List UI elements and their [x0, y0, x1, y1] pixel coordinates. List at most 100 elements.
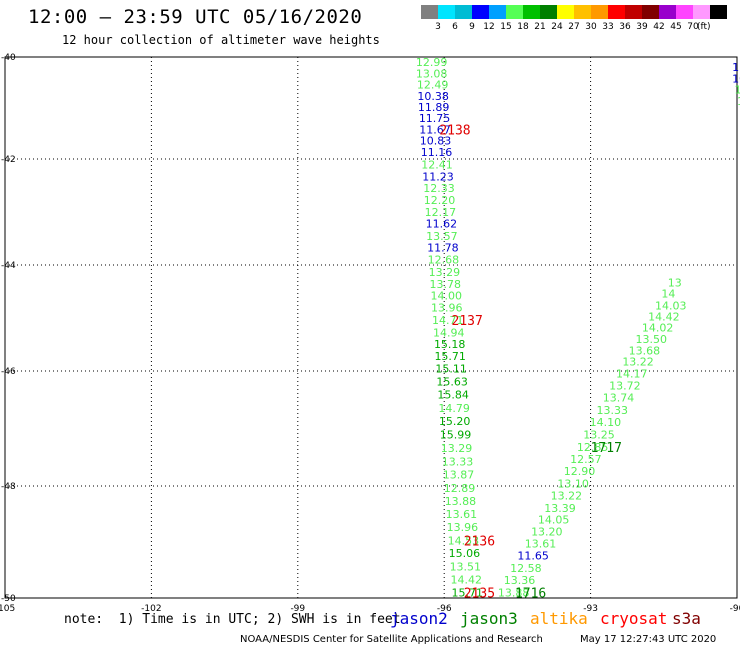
wave-height-label: 13.22 — [551, 490, 583, 503]
colorbar-swatch — [659, 5, 676, 19]
colorbar-tick-label: 36 — [619, 22, 631, 32]
satellite-legend-cryosat: cryosat — [600, 609, 668, 628]
pass-time-label: 2135 — [464, 586, 495, 601]
wave-height-label: 13.68 — [629, 344, 661, 357]
colorbar-swatch — [506, 5, 523, 19]
colorbar-tick-label: 70 — [687, 22, 699, 32]
x-tick-label: -96 — [437, 604, 452, 614]
wave-height-label: 13.22 — [622, 355, 654, 368]
wave-height-label: 15.71 — [452, 586, 484, 599]
wave-height-label: 12 — [737, 95, 740, 108]
wave-height-label: 11.75 — [419, 112, 451, 125]
wave-height-label: 13.33 — [596, 404, 628, 417]
footer-note: note: 1) Time is in UTC; 2) SWH is in fe… — [64, 612, 401, 627]
satellite-legend-jason3: jason3 — [460, 609, 518, 628]
colorbar-swatch — [710, 5, 727, 19]
page-title: 12:00 – 23:59 UTC 05/16/2020 — [28, 6, 363, 28]
wave-height-label: 14.42 — [451, 574, 483, 587]
wave-height-label: 15.18 — [434, 338, 466, 351]
y-tick-label: -40 — [1, 53, 16, 63]
colorbar-tick-label: 45 — [670, 22, 682, 32]
colorbar-swatch — [608, 5, 625, 19]
colorbar-tick-label: 24 — [551, 22, 563, 32]
wave-height-label: 11.2 — [732, 61, 740, 74]
wave-height-label: 13.10 — [557, 478, 589, 491]
wave-height-label: 12.99 — [416, 56, 448, 69]
wave-height-label: 15.06 — [449, 547, 481, 560]
wave-height-label: 11.89 — [418, 101, 450, 114]
colorbar-swatch — [455, 5, 472, 19]
wave-height-label: 15.11 — [435, 362, 467, 375]
wave-height-label: 14.10 — [590, 416, 622, 429]
colorbar-swatch — [540, 5, 557, 19]
wave-height-label: 12.58 — [510, 562, 541, 575]
credit-line: NOAA/NESDIS Center for Satellite Applica… — [240, 634, 543, 645]
colorbar-swatch — [693, 5, 710, 19]
colorbar-swatch — [489, 5, 506, 19]
generation-timestamp: May 17 12:27:43 UTC 2020 — [580, 634, 717, 645]
wave-height-label: 14.05 — [538, 514, 570, 527]
wave-height-label: 13.96 — [447, 521, 479, 534]
wave-height-label: 13.33 — [442, 455, 474, 468]
wave-height-label: 13.74 — [603, 391, 635, 404]
wave-height-label: 12.89 — [444, 482, 476, 495]
wave-height-label: 14.02 — [642, 322, 674, 335]
wave-height-label: 13.36 — [504, 574, 535, 587]
colorbar-tick-label: 15 — [500, 22, 512, 32]
wave-height-label: 15.63 — [436, 375, 468, 388]
wave-height-label: 13.25 — [583, 428, 615, 441]
colorbar-tick-label: 42 — [653, 22, 665, 32]
wave-height-label: 12.90 — [564, 465, 596, 478]
wave-height-label: 13.78 — [430, 278, 462, 291]
pass-time-label: 1717 — [591, 441, 622, 456]
wave-height-label: 13.88 — [445, 495, 477, 508]
wave-height-label: 14.94 — [433, 326, 465, 339]
wave-height-label: 13.39 — [544, 502, 576, 515]
wave-height-label: 14.00 — [431, 290, 463, 303]
colorbar-tick-label: 27 — [568, 22, 580, 32]
colorbar-swatch — [438, 5, 455, 19]
wave-height-label: 13.20 — [531, 525, 563, 538]
y-tick-label: -46 — [1, 367, 16, 377]
colorbar-tick-label: 39 — [636, 22, 648, 32]
wave-height-label: 12.33 — [423, 182, 455, 195]
wave-height-label: 11.62 — [426, 218, 458, 231]
wave-height-label: 12 — [735, 84, 740, 97]
colorbar-tick-label: 3 — [435, 22, 441, 32]
colorbar-tick-label: 9 — [469, 22, 475, 32]
wave-height-label: 15.71 — [434, 350, 466, 363]
wave-height-label: 13.51 — [450, 561, 482, 574]
wave-height-label: 14.17 — [616, 367, 648, 380]
y-tick-label: -50 — [1, 594, 16, 604]
x-tick-label: -90 — [730, 604, 740, 614]
wave-height-label: 14.53 — [448, 534, 480, 547]
plot-frame — [4, 56, 738, 599]
wave-height-label: 13.61 — [525, 538, 557, 551]
wave-height-label: 13.61 — [446, 508, 478, 521]
colorbar-tick-label: 30 — [585, 22, 597, 32]
colorbar-unit-label: (ft) — [697, 22, 711, 32]
wave-height-label: 13.29 — [441, 442, 473, 455]
wave-height-label: 11.67 — [419, 123, 451, 136]
colorbar-tick-label: 6 — [452, 22, 458, 32]
wave-height-label: 10.83 — [420, 135, 452, 148]
colorbar-tick-label: 21 — [534, 22, 546, 32]
satellite-legend-jason2: jason2 — [390, 609, 448, 628]
wave-height-label: 11.23 — [422, 170, 454, 183]
wave-height-label: 12.68 — [428, 254, 460, 267]
wave-height-label: 13.96 — [431, 301, 463, 314]
wave-height-label: 13.08 — [416, 67, 448, 80]
wave-height-label: 11.16 — [421, 146, 453, 159]
colorbar-swatch — [591, 5, 608, 19]
colorbar-tick-label: 18 — [517, 22, 529, 32]
x-tick-label: -105 — [0, 604, 15, 614]
wave-height-label: 12.49 — [417, 79, 449, 92]
wave-height-label: 14 — [661, 288, 675, 301]
wave-height-label: 13.50 — [635, 333, 667, 346]
wave-height-label: 14.42 — [648, 310, 680, 323]
wave-height-label: 13.87 — [443, 469, 475, 482]
y-tick-label: -44 — [1, 261, 16, 271]
x-tick-label: -99 — [290, 604, 305, 614]
wave-height-label: 15.99 — [440, 428, 472, 441]
